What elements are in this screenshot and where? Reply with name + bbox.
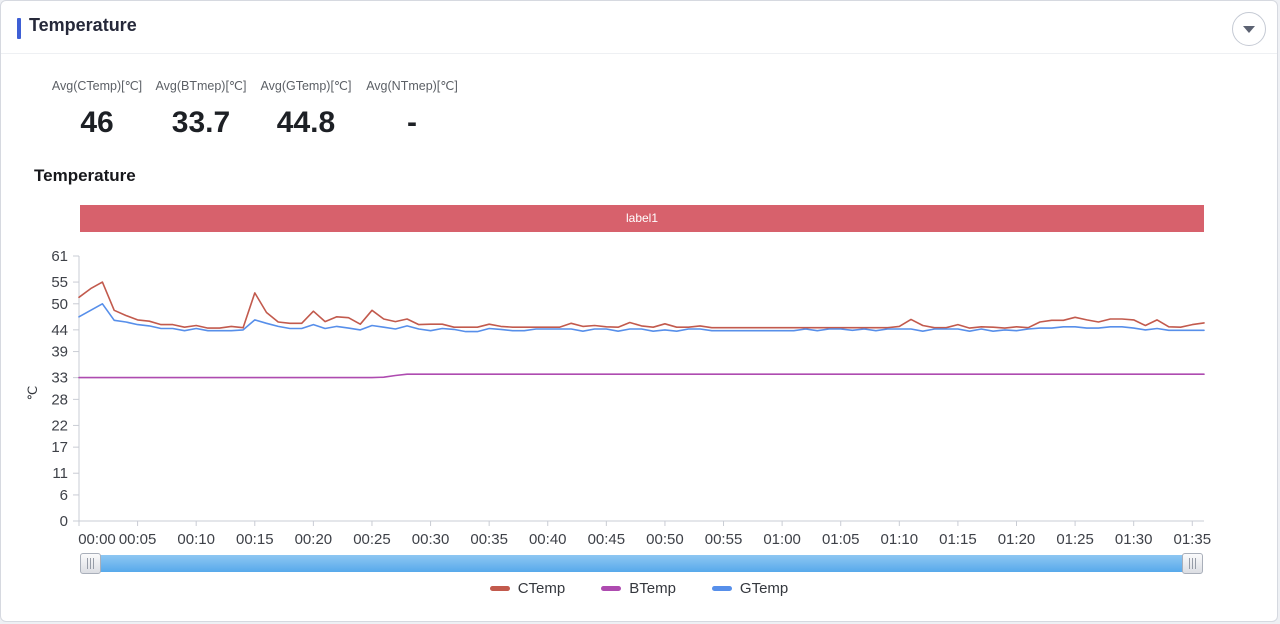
x-tick-label: 00:50 [646, 531, 684, 548]
panel-title: Temperature [29, 15, 137, 35]
x-tick-label: 00:20 [295, 531, 333, 548]
stat-avg-ntmep: Avg(NTmep)[℃] - [346, 78, 478, 140]
x-tick-label: 01:35 [1174, 531, 1212, 548]
x-tick-label: 00:40 [529, 531, 567, 548]
x-tick-label: 01:15 [939, 531, 977, 548]
header-divider [1, 53, 1277, 54]
x-tick-label: 00:30 [412, 531, 450, 548]
grip-icon [1189, 558, 1196, 569]
legend-label: BTemp [629, 580, 676, 597]
series-line-btemp [78, 373, 1205, 379]
legend-item-btemp[interactable]: BTemp [601, 580, 676, 597]
series-line-gtemp [78, 302, 1205, 333]
x-tick-label: 00:35 [470, 531, 508, 548]
y-tick-label: 28 [51, 391, 68, 408]
y-tick-label: 44 [51, 322, 68, 339]
x-tick-label: 00:45 [588, 531, 626, 548]
y-tick-label: 17 [51, 439, 68, 456]
legend-item-ctemp[interactable]: CTemp [489, 580, 566, 597]
x-tick-label: 01:25 [1056, 531, 1094, 548]
x-tick-label: 00:55 [705, 531, 743, 548]
y-tick-label: 6 [60, 487, 68, 504]
chart-title: Temperature [34, 166, 136, 185]
stat-value: 46 [80, 106, 114, 139]
grip-icon [87, 558, 94, 569]
x-tick-label: 01:20 [998, 531, 1036, 548]
y-tick-label: 61 [51, 248, 68, 265]
series-line-ctemp [78, 281, 1205, 329]
collapse-button[interactable] [1232, 12, 1266, 46]
chevron-down-icon [1243, 25, 1255, 33]
legend-item-gtemp[interactable]: GTemp [711, 580, 789, 597]
label1-banner: label1 [80, 205, 1204, 232]
y-tick-label: 33 [51, 370, 68, 387]
scrollbar-track[interactable] [81, 555, 1188, 572]
scrollbar-left-handle[interactable] [80, 553, 101, 574]
stat-value: 44.8 [276, 106, 336, 139]
chart-zoom-scrollbar[interactable] [80, 553, 1204, 574]
x-tick-label: 01:05 [822, 531, 860, 548]
header-accent-bar [17, 18, 21, 39]
x-tick-label: 01:10 [881, 531, 919, 548]
legend-label: GTemp [739, 580, 789, 597]
y-tick-label: 0 [60, 513, 68, 530]
legend-swatch [489, 586, 510, 591]
x-tick-label: 01:00 [763, 531, 801, 548]
y-axis-unit-label: ℃ [25, 386, 40, 401]
temperature-chart: 0 6 11 17 22 28 33 39 44 50 55 61 00:00 00:05 00:10 00:… [25, 248, 1212, 548]
stat-label: Avg(CTemp)[℃] [51, 79, 143, 93]
x-tick-label: 01:30 [1115, 531, 1153, 548]
x-tick-label: 00:05 [119, 531, 157, 548]
x-tick-label: 00:25 [353, 531, 391, 548]
y-tick-label: 50 [51, 296, 68, 313]
stat-value: 33.7 [171, 106, 231, 139]
stat-label: Avg(NTmep)[℃] [366, 79, 458, 93]
stat-avg-btmep: Avg(BTmep)[℃] 33.7 [135, 78, 267, 140]
stat-label: Avg(GTemp)[℃] [260, 79, 352, 93]
stat-avg-gtemp: Avg(GTemp)[℃] 44.8 [240, 78, 372, 140]
legend-label: CTemp [517, 580, 566, 597]
y-tick-label: 39 [51, 344, 68, 361]
y-tick-label: 55 [51, 274, 68, 291]
chart-legend: CTemp BTemp GTemp [1, 580, 1277, 597]
x-tick-label: 00:10 [177, 531, 215, 548]
stat-label: Avg(BTmep)[℃] [155, 79, 247, 93]
banner-label: label1 [625, 211, 659, 225]
stat-avg-ctemp: Avg(CTemp)[℃] 46 [31, 78, 163, 140]
y-tick-label: 11 [52, 465, 68, 482]
scrollbar-right-handle[interactable] [1182, 553, 1203, 574]
stat-value: - [407, 106, 417, 139]
x-tick-label: 00:00 [78, 531, 116, 548]
y-tick-label: 22 [51, 417, 68, 434]
legend-swatch [711, 586, 732, 591]
x-tick-label: 00:15 [236, 531, 274, 548]
legend-swatch [601, 586, 622, 591]
